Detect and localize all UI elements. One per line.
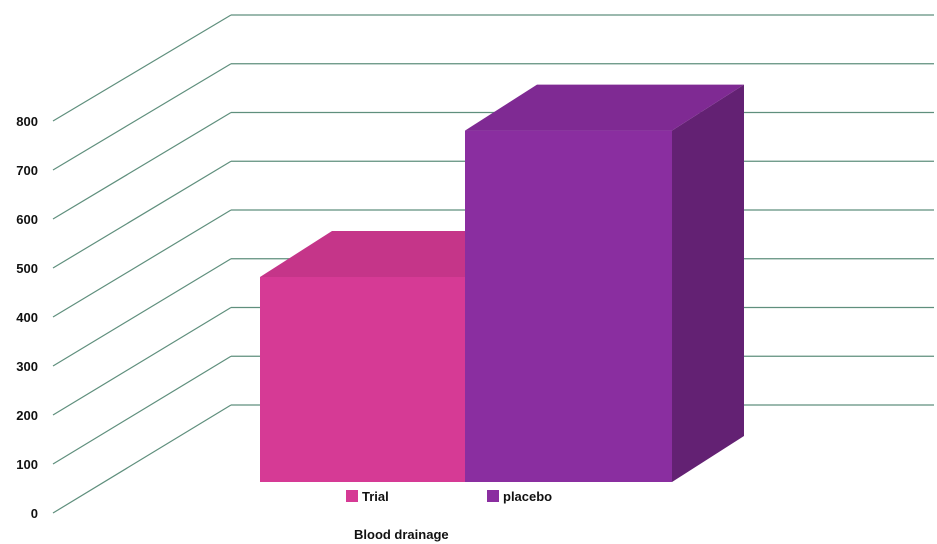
gridline-diagonal-100 [52, 355, 232, 465]
gridline-diagonal-800 [52, 14, 232, 122]
y-tick-label-0: 0 [31, 506, 38, 521]
legend-swatch-trial [346, 490, 358, 502]
bar-placebo [465, 84, 744, 483]
legend-label-trial: Trial [362, 489, 389, 504]
bar-front-trial [260, 277, 465, 482]
y-tick-label-400: 400 [16, 310, 38, 325]
gridline-diagonal-500 [52, 160, 232, 269]
legend: Trial placebo [346, 489, 552, 504]
gridline-diagonal-0 [52, 404, 232, 514]
y-tick-label-600: 600 [16, 212, 38, 227]
legend-label-placebo: placebo [503, 489, 552, 504]
bar-top-placebo [465, 84, 744, 131]
legend-swatch-placebo [487, 490, 499, 502]
bar-side-placebo [672, 84, 744, 483]
y-tick-label-700: 700 [16, 163, 38, 178]
gridline-diagonal-200 [52, 306, 232, 416]
y-tick-label-500: 500 [16, 261, 38, 276]
gridline-diagonal-400 [52, 209, 232, 318]
bar-front-placebo [465, 130, 672, 483]
x-axis-title: Blood drainage [354, 527, 449, 542]
gridline-diagonal-600 [52, 111, 232, 220]
y-tick-label-100: 100 [16, 457, 38, 472]
y-axis-ticks: 0 100 200 300 400 500 600 700 800 [16, 114, 38, 521]
bars [260, 84, 744, 483]
y-tick-label-300: 300 [16, 359, 38, 374]
y-tick-label-200: 200 [16, 408, 38, 423]
gridline-diagonal-700 [52, 63, 232, 171]
gridline-diagonal-300 [52, 258, 232, 367]
y-tick-label-800: 800 [16, 114, 38, 129]
